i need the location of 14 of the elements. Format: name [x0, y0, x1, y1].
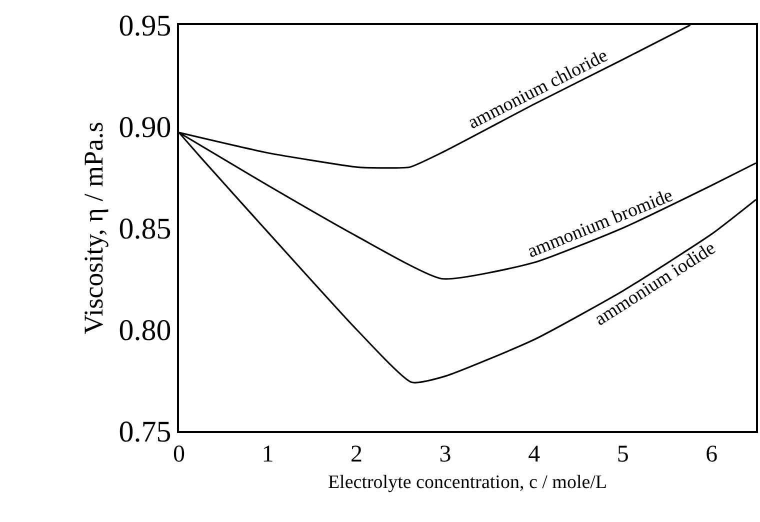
x-tick-label: 4: [528, 442, 540, 468]
y-tick-label: 0.75: [118, 416, 172, 448]
x-axis-title: Electrolyte concentration, c / mole/L: [328, 472, 608, 493]
x-tick-label: 5: [616, 442, 629, 468]
y-axis-title: Viscosity, η / mPa.s: [78, 122, 108, 334]
x-tick-label: 0: [173, 442, 185, 468]
y-tick-label: 0.95: [118, 10, 172, 42]
x-tick-label: 3: [439, 442, 452, 468]
x-tick-label: 6: [706, 442, 718, 468]
y-tick-label: 0.90: [118, 111, 172, 144]
x-tick-label: 2: [350, 442, 363, 468]
y-tick-label: 0.85: [118, 212, 172, 246]
x-tick-label: 1: [262, 442, 274, 468]
y-tick-label: 0.80: [118, 314, 172, 347]
